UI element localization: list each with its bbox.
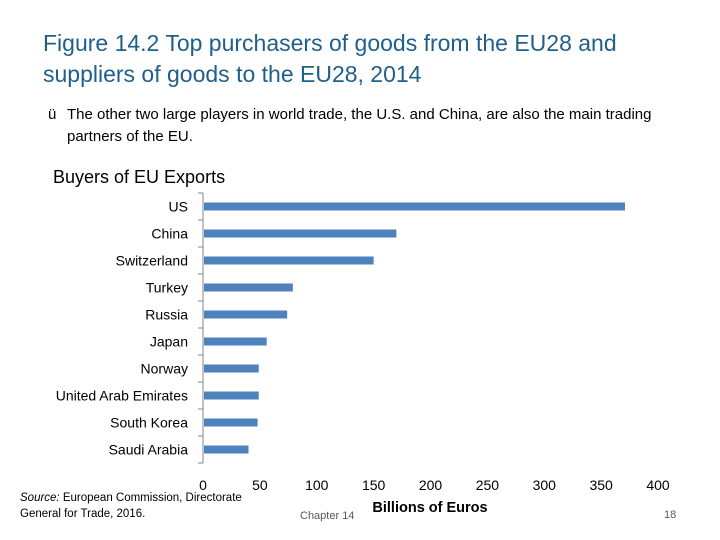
bar [204,391,259,400]
bar [204,310,288,319]
source-note: Source: European Commission, Directorate… [20,490,280,522]
x-tick-label: 0 [199,477,207,493]
x-tick-label: 50 [252,477,268,493]
category-label: Switzerland [116,253,188,269]
bar [204,337,267,346]
slide-number: 18 [664,509,677,521]
x-tick-label: 250 [476,477,500,493]
x-tick-label: 100 [305,477,329,493]
category-label: South Korea [110,415,188,431]
bar [204,256,374,265]
category-label: US [169,199,188,215]
category-label: United Arab Emirates [56,388,188,404]
category-label: Japan [150,334,188,350]
source-label: Source: [20,492,60,504]
bar [204,445,249,454]
bar [204,283,293,292]
category-label: Norway [141,361,188,377]
bar [204,202,626,211]
category-label: China [151,226,188,242]
x-tick-label: 200 [419,477,443,493]
checkmark-icon: ü [48,106,57,123]
x-axis-title: Billions of Euros [372,500,487,516]
bar [204,364,259,373]
bullet-text: The other two large players in world tra… [67,106,652,145]
slide-title: Figure 14.2 Top purchasers of goods from… [43,30,617,87]
x-tick-label: 350 [589,477,613,493]
category-label: Saudi Arabia [109,442,189,458]
chart-title: Buyers of EU Exports [53,167,226,187]
x-tick-label: 400 [646,477,670,493]
category-label: Turkey [146,280,188,296]
bar [204,229,397,238]
bar [204,418,258,427]
source-text: European Commission, Directorate General… [20,492,242,520]
category-label: Russia [145,307,188,323]
x-tick-label: 300 [533,477,557,493]
x-tick-label: 150 [362,477,386,493]
chapter-label: Chapter 14 [300,510,355,522]
